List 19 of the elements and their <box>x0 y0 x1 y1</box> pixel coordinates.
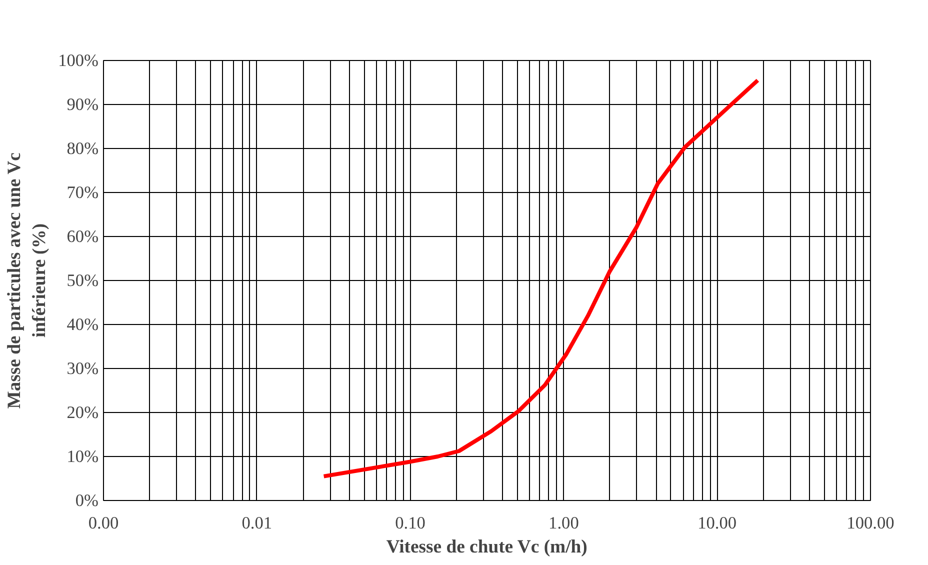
y-tick-label: 40% <box>66 315 99 334</box>
y-tick-label: 90% <box>66 95 99 114</box>
x-tick-label: 1.00 <box>548 514 579 532</box>
y-tick-label: 10% <box>66 447 99 466</box>
y-tick-label: 20% <box>66 403 99 422</box>
y-tick-label: 50% <box>66 271 99 290</box>
y-axis-title: Masse de particules avec une Vc inférieure (%) <box>4 152 50 409</box>
y-tick-label: 100% <box>58 51 99 70</box>
x-tick-label: 0.01 <box>242 514 272 532</box>
y-tick-label: 70% <box>66 183 99 202</box>
y-tick-label: 80% <box>66 139 99 158</box>
x-axis-title: Vitesse de chute Vc (m/h) <box>386 536 588 558</box>
x-tick-label: 0.10 <box>395 514 426 532</box>
y-tick-label: 30% <box>66 359 99 378</box>
x-tick-label: 100.00 <box>846 514 894 532</box>
x-tick-label: 10.00 <box>698 514 737 532</box>
y-tick-label: 60% <box>66 227 99 246</box>
y-tick-label: 0% <box>75 491 99 510</box>
x-tick-label: 0.00 <box>88 514 119 532</box>
